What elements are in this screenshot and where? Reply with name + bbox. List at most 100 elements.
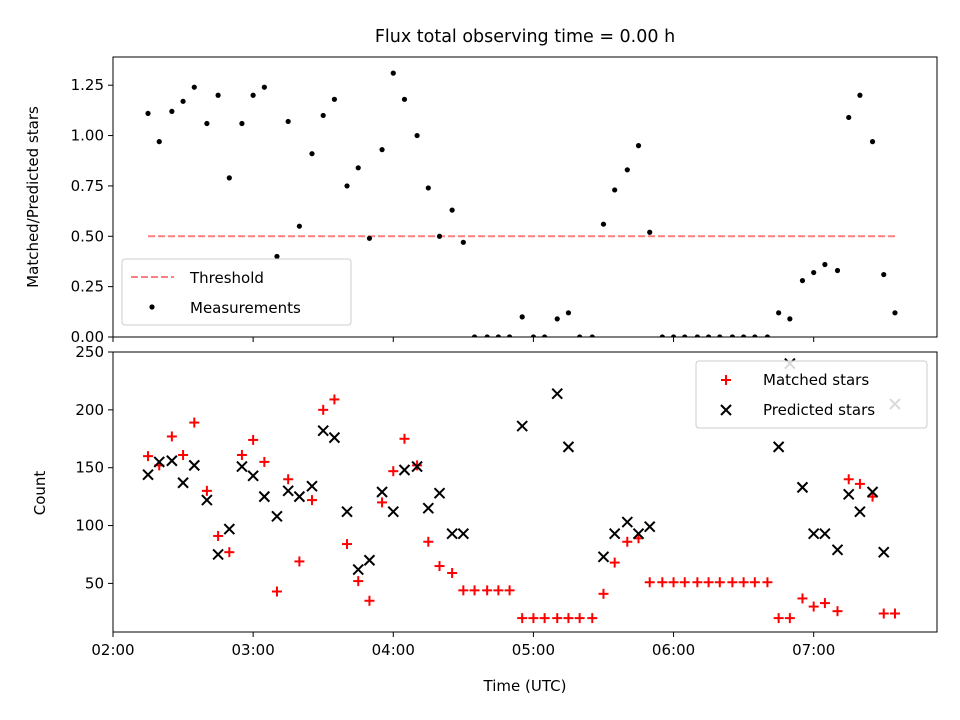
- predicted-star-point: [271, 510, 283, 523]
- measurement-point: [379, 147, 385, 153]
- predicted-star-point: [258, 490, 271, 503]
- predicted-star-point: [562, 441, 575, 453]
- matched-star-point: [236, 449, 247, 460]
- measurement-point: [752, 334, 758, 337]
- threshold-legend-label: Threshold: [189, 269, 264, 287]
- bottom-y-axis-label: Count: [31, 471, 49, 516]
- count-x-tick-label: 02:00: [91, 641, 134, 659]
- predicted-star-point: [282, 485, 294, 497]
- measurement-point: [799, 277, 806, 284]
- predicted-star-point: [854, 505, 866, 518]
- count-y-tick-label: 200: [75, 401, 104, 419]
- ratio-plot-area: [145, 70, 898, 337]
- measurement-point: [881, 271, 887, 278]
- top-y-axis-label: Matched/Predicted stars: [24, 106, 42, 288]
- measurement-point: [390, 70, 396, 76]
- predicted-star-point: [376, 486, 388, 498]
- predicted-star-point: [551, 387, 563, 400]
- measurements-legend-swatch: [149, 304, 155, 310]
- measurement-point: [565, 310, 572, 316]
- measurement-point: [717, 334, 723, 337]
- predicted-star-point: [608, 527, 621, 540]
- matched-star-point: [738, 577, 749, 588]
- predicted-star-point: [236, 460, 248, 473]
- matched-star-point: [797, 593, 808, 604]
- count-x-tick-label: 03:00: [232, 641, 275, 659]
- matched-legend-label: Matched stars: [763, 371, 869, 389]
- matched-star-point: [843, 474, 854, 485]
- predicted-star-point: [796, 481, 809, 494]
- matched-legend-swatch: [721, 375, 731, 385]
- matched-star-point: [364, 595, 375, 606]
- measurement-point: [624, 167, 630, 173]
- measurement-point: [857, 92, 863, 98]
- measurement-point: [320, 112, 326, 119]
- predicted-star-point: [516, 420, 528, 432]
- measurement-point: [822, 261, 828, 268]
- matched-star-point: [854, 478, 865, 489]
- measurement-point: [296, 223, 302, 229]
- measurement-point: [530, 334, 537, 337]
- ratio-axes-frame: [112, 56, 938, 338]
- matched-star-point: [679, 577, 690, 588]
- measurement-point: [471, 334, 478, 337]
- matched-star-point: [318, 404, 329, 415]
- measurement-point: [554, 316, 560, 322]
- predicted-star-point: [446, 527, 458, 540]
- predicted-star-point: [293, 490, 306, 503]
- ratio-y-tick-label: 0.50: [71, 227, 104, 245]
- measurement-point: [635, 143, 642, 149]
- matched-star-point: [657, 577, 668, 588]
- ratio-legend-box: [121, 258, 352, 326]
- predicted-star-point: [433, 487, 446, 499]
- predicted-star-point: [644, 521, 656, 533]
- matched-star-point: [201, 485, 212, 496]
- measurement-point: [694, 334, 700, 337]
- measurement-point: [226, 175, 232, 181]
- measurement-point: [401, 96, 408, 102]
- measurement-point: [542, 334, 548, 337]
- measurement-point: [670, 334, 677, 337]
- matched-star-point: [353, 576, 364, 587]
- matched-star-point: [552, 613, 563, 624]
- count-plot-area: [142, 357, 901, 624]
- predicted-star-point: [212, 548, 224, 561]
- matched-star-point: [622, 536, 633, 547]
- figure-title: Flux total observing time = 0.00 h: [375, 27, 675, 47]
- matched-star-point: [563, 613, 574, 624]
- measurement-point: [191, 84, 197, 90]
- measurement-point: [834, 267, 841, 274]
- count-y-tick-label: 150: [75, 459, 104, 477]
- matched-star-point: [259, 456, 270, 467]
- measurement-point: [285, 118, 291, 125]
- measurement-point: [460, 239, 466, 245]
- predicted-star-point: [352, 563, 364, 576]
- matched-star-point: [469, 585, 480, 596]
- matched-star-point: [644, 577, 655, 588]
- measurement-point: [414, 132, 420, 139]
- measurement-point: [250, 92, 256, 98]
- predicted-star-point: [341, 505, 353, 518]
- measurement-point: [331, 96, 338, 102]
- matched-star-point: [377, 497, 388, 508]
- predicted-star-point: [188, 459, 200, 472]
- matched-star-point: [329, 394, 340, 405]
- predicted-star-point: [878, 546, 890, 558]
- matched-star-point: [388, 466, 399, 477]
- matched-star-point: [703, 577, 714, 588]
- matched-star-point: [889, 608, 900, 619]
- measurement-point: [355, 165, 361, 171]
- matched-star-point: [574, 613, 585, 624]
- predicted-star-point: [843, 488, 855, 501]
- matched-star-point: [224, 547, 235, 558]
- ratio-y-tick-label: 0.75: [71, 177, 104, 195]
- predicted-star-point: [166, 455, 178, 467]
- predicted-star-point: [398, 464, 411, 476]
- matched-star-point: [517, 613, 528, 624]
- measurement-point: [892, 310, 898, 316]
- predicted-star-point: [306, 480, 318, 492]
- count-panel: 02:00 03:00 04:00 05:00 06:00 07:00 50 100 150 20…: [75, 343, 938, 659]
- predicted-star-point: [328, 431, 341, 444]
- measurement-point: [846, 114, 852, 121]
